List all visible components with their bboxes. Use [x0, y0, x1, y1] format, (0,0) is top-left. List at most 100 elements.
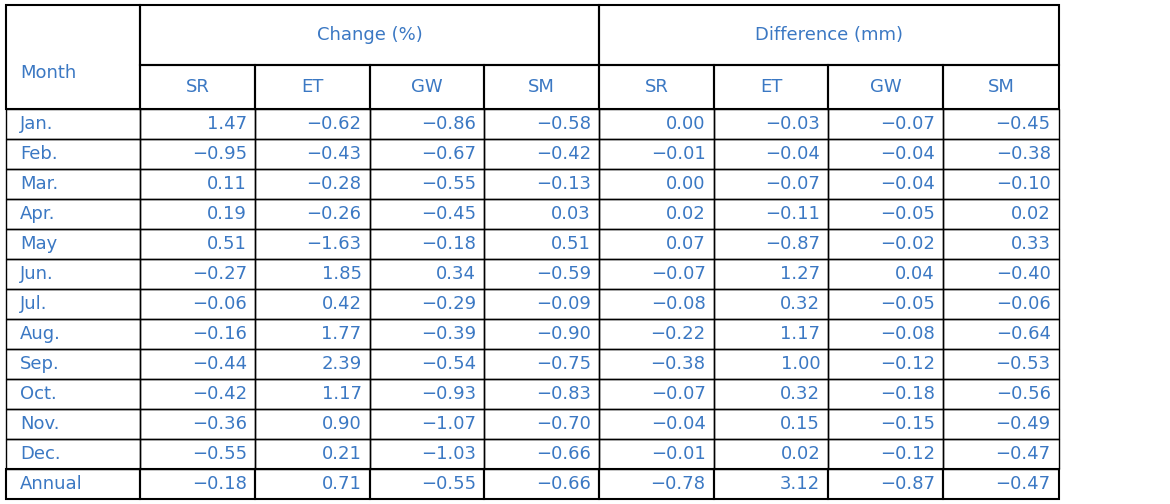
Bar — [370, 409, 484, 439]
Bar — [599, 139, 714, 169]
Text: −0.62: −0.62 — [307, 115, 362, 133]
Bar — [140, 109, 255, 139]
Text: GW: GW — [411, 78, 443, 96]
Bar — [140, 349, 255, 379]
Text: GW: GW — [869, 78, 902, 96]
Text: −0.83: −0.83 — [536, 385, 591, 403]
Bar — [255, 379, 370, 409]
Bar — [255, 469, 370, 499]
Bar — [943, 109, 1059, 139]
Bar — [714, 139, 828, 169]
Text: −0.59: −0.59 — [536, 265, 591, 283]
Bar — [370, 109, 484, 139]
Bar — [6, 229, 140, 259]
Bar — [828, 229, 943, 259]
Text: 0.11: 0.11 — [207, 175, 247, 193]
Bar — [484, 469, 599, 499]
Bar — [484, 349, 599, 379]
Bar — [599, 469, 714, 499]
Text: Sep.: Sep. — [20, 355, 60, 373]
Text: −0.01: −0.01 — [651, 445, 706, 463]
Bar — [828, 199, 943, 229]
Text: −0.02: −0.02 — [880, 235, 935, 253]
Bar — [599, 409, 714, 439]
Text: 0.21: 0.21 — [322, 445, 362, 463]
Bar — [943, 469, 1059, 499]
Bar — [255, 229, 370, 259]
Bar — [943, 379, 1059, 409]
Text: 1.47: 1.47 — [207, 115, 247, 133]
Bar — [140, 139, 255, 169]
Text: −0.43: −0.43 — [307, 145, 362, 163]
Bar — [484, 109, 599, 139]
Bar — [484, 319, 599, 349]
Bar — [943, 409, 1059, 439]
Bar — [599, 229, 714, 259]
Text: 0.34: 0.34 — [436, 265, 476, 283]
Text: 1.27: 1.27 — [780, 265, 820, 283]
Bar — [714, 349, 828, 379]
Bar — [599, 289, 714, 319]
Text: −0.47: −0.47 — [996, 445, 1051, 463]
Text: −0.18: −0.18 — [880, 385, 935, 403]
Bar — [140, 259, 255, 289]
Bar — [370, 439, 484, 469]
Text: 0.00: 0.00 — [666, 175, 706, 193]
Text: 0.04: 0.04 — [895, 265, 935, 283]
Text: 0.00: 0.00 — [666, 115, 706, 133]
Bar — [714, 199, 828, 229]
Bar — [599, 319, 714, 349]
Bar — [943, 319, 1059, 349]
Text: −0.95: −0.95 — [192, 145, 247, 163]
Bar — [255, 139, 370, 169]
Bar — [370, 65, 484, 109]
Text: −0.67: −0.67 — [421, 145, 476, 163]
Text: 1.17: 1.17 — [780, 325, 820, 343]
Bar — [140, 319, 255, 349]
Text: Difference (mm): Difference (mm) — [755, 26, 903, 44]
Text: SR: SR — [645, 78, 668, 96]
Text: Apr.: Apr. — [20, 205, 55, 223]
Bar — [599, 65, 714, 109]
Bar — [255, 289, 370, 319]
Bar — [943, 229, 1059, 259]
Bar — [255, 169, 370, 199]
Text: −1.03: −1.03 — [421, 445, 476, 463]
Text: −0.28: −0.28 — [307, 175, 362, 193]
Text: −0.07: −0.07 — [765, 175, 820, 193]
Bar — [943, 169, 1059, 199]
Text: −0.42: −0.42 — [536, 145, 591, 163]
Bar — [599, 259, 714, 289]
Text: −0.45: −0.45 — [421, 205, 476, 223]
Bar — [714, 65, 828, 109]
Text: −0.55: −0.55 — [421, 475, 476, 493]
Bar — [6, 379, 140, 409]
Bar — [140, 379, 255, 409]
Text: 0.02: 0.02 — [1011, 205, 1051, 223]
Text: Nov.: Nov. — [20, 415, 60, 433]
Text: −1.63: −1.63 — [307, 235, 362, 253]
Text: −1.07: −1.07 — [421, 415, 476, 433]
Bar — [140, 65, 255, 109]
Text: 0.19: 0.19 — [207, 205, 247, 223]
Bar — [370, 139, 484, 169]
Text: −0.29: −0.29 — [421, 295, 476, 313]
Bar — [255, 199, 370, 229]
Text: −0.53: −0.53 — [996, 355, 1051, 373]
Bar — [714, 319, 828, 349]
Text: −0.05: −0.05 — [880, 205, 935, 223]
Bar — [714, 439, 828, 469]
Text: −0.38: −0.38 — [651, 355, 706, 373]
Text: −0.03: −0.03 — [765, 115, 820, 133]
Text: Mar.: Mar. — [20, 175, 58, 193]
Bar — [828, 469, 943, 499]
Bar — [484, 439, 599, 469]
Text: −0.22: −0.22 — [651, 325, 706, 343]
Text: Change (%): Change (%) — [317, 26, 422, 44]
Text: Oct.: Oct. — [20, 385, 56, 403]
Bar — [599, 169, 714, 199]
Bar — [484, 379, 599, 409]
Text: Month: Month — [20, 64, 76, 82]
Text: −0.10: −0.10 — [996, 175, 1051, 193]
Bar — [828, 349, 943, 379]
